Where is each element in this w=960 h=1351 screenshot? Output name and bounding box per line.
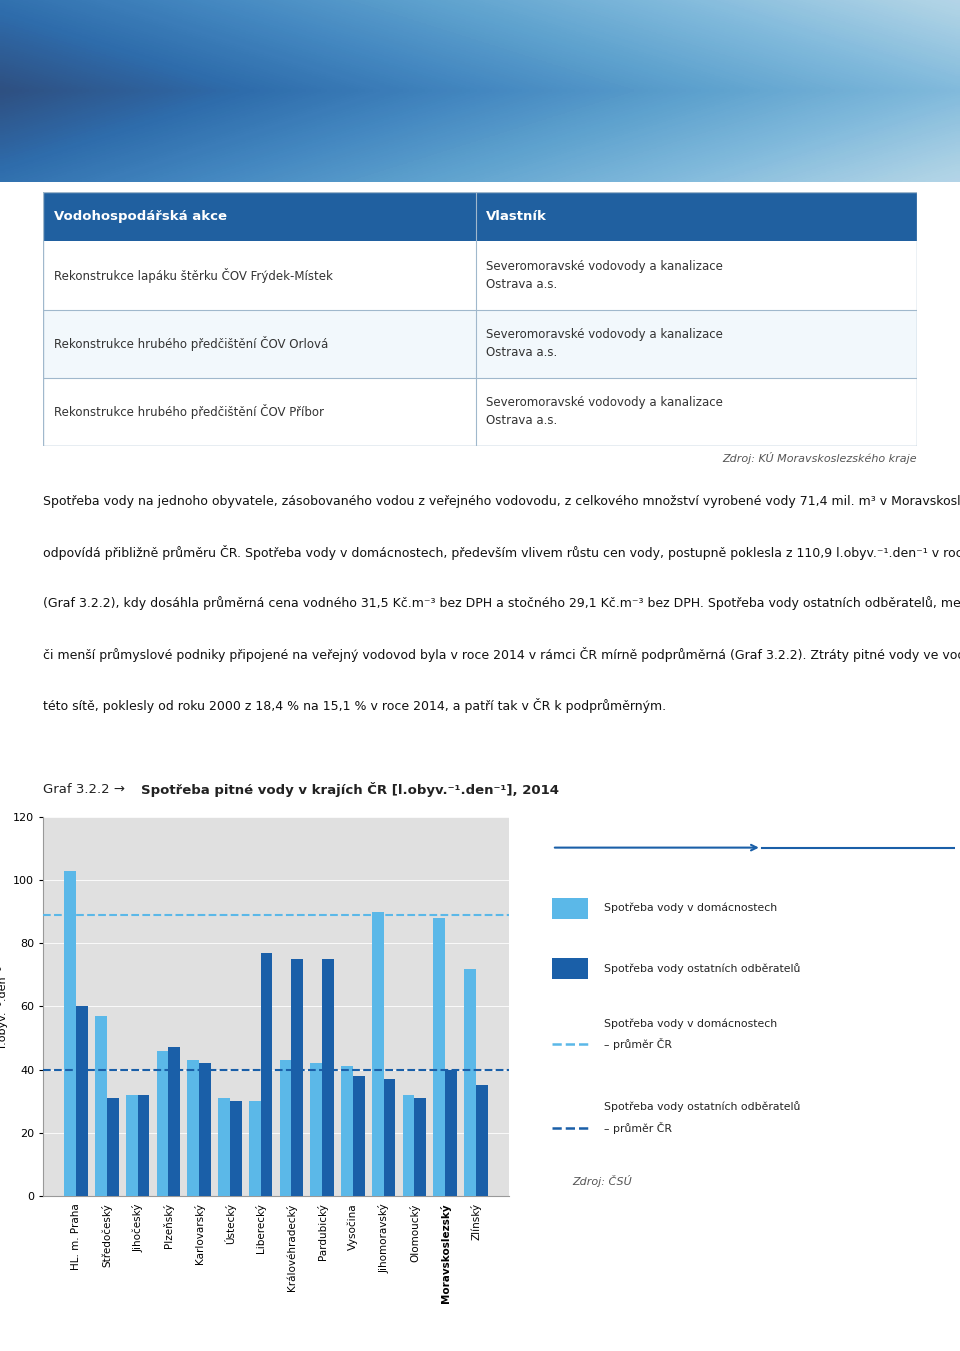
Text: – průměr ČR: – průměr ČR [605,1039,672,1050]
Bar [445,1070,457,1196]
Bar [353,1075,365,1196]
Text: Graf 3.2.2 →: Graf 3.2.2 → [43,782,130,796]
Bar [64,871,76,1196]
Text: Rekonstrukce lapáku štěrku ČOV Frýdek-Místek: Rekonstrukce lapáku štěrku ČOV Frýdek-Mí… [54,267,332,282]
Bar [465,969,476,1196]
Bar [415,1098,426,1196]
Bar [384,1079,396,1196]
Text: této sítě, poklesly od roku 2000 z 18,4 % na 15,1 % v roce 2014, a patří tak v Č: této sítě, poklesly od roku 2000 z 18,4 … [43,698,666,713]
Text: Severomoravské vodovody a kanalizace: Severomoravské vodovody a kanalizace [486,328,723,342]
Bar [434,919,445,1196]
Text: Spotřeba vody na jednoho obyvatele, zásobovaného vodou z veřejného vodovodu, z c: Spotřeba vody na jednoho obyvatele, záso… [43,494,960,508]
Bar [292,959,303,1196]
Text: Spotřeba pitné vody v krajích ČR [l.obyv.⁻¹.den⁻¹], 2014: Spotřeba pitné vody v krajích ČR [l.obyv… [141,782,559,797]
Bar [403,1094,415,1196]
Text: Spotřeba vody ostatních odběratelů: Spotřeba vody ostatních odběratelů [605,963,801,974]
Text: Ostrava a.s.: Ostrava a.s. [486,278,558,290]
Text: Spotřeba vody ostatních odběratelů: Spotřeba vody ostatních odběratelů [605,1101,801,1112]
Text: Zdroj: KÚ Moravskoslezského kraje: Zdroj: KÚ Moravskoslezského kraje [722,453,917,463]
Text: Zdroj: ČSÚ: Zdroj: ČSÚ [572,1174,632,1186]
Bar [199,1063,211,1196]
Bar [229,1101,242,1196]
Bar [43,378,917,446]
Text: Ostrava a.s.: Ostrava a.s. [486,346,558,359]
Bar [43,242,917,309]
Bar [43,309,917,378]
Text: Spotřeba vody v domácnostech: Spotřeba vody v domácnostech [605,1019,778,1028]
Bar [187,1061,199,1196]
Bar [552,897,588,919]
Bar [43,192,917,242]
Text: či menší průmyslové podniky připojené na veřejný vodovod byla v roce 2014 v rámc: či menší průmyslové podniky připojené na… [43,647,960,662]
Text: Rekonstrukce hrubého předčištění ČOV Orlová: Rekonstrukce hrubého předčištění ČOV Orl… [54,336,328,351]
Bar [372,912,384,1196]
Bar [476,1085,488,1196]
Bar [76,1006,87,1196]
Bar [168,1047,180,1196]
Bar [310,1063,323,1196]
Text: 10: 10 [469,1316,491,1332]
Bar [126,1094,137,1196]
Text: odpovídá přibližně průměru ČR. Spotřeba vody v domácnostech, především vlivem rů: odpovídá přibližně průměru ČR. Spotřeba … [43,544,960,559]
Text: (Graf 3.2.2), kdy dosáhla průměrná cena vodného 31,5 Kč.m⁻³ bez DPH a stočného 2: (Graf 3.2.2), kdy dosáhla průměrná cena … [43,596,960,611]
Bar [341,1066,353,1196]
Bar [107,1098,118,1196]
Text: Spotřeba vody v domácnostech: Spotřeba vody v domácnostech [605,902,778,913]
Bar [95,1016,107,1196]
Bar [552,958,588,979]
Text: – průměr ČR: – průměr ČR [605,1121,672,1133]
Bar [156,1051,168,1196]
Bar [260,952,273,1196]
Y-axis label: l.obyv.⁻¹.den⁻¹: l.obyv.⁻¹.den⁻¹ [0,966,8,1047]
Text: Severomoravské vodovody a kanalizace: Severomoravské vodovody a kanalizace [486,261,723,273]
Bar [137,1094,149,1196]
Bar [279,1061,292,1196]
Text: Vodohospodářská akce: Vodohospodářská akce [54,211,227,223]
Text: Ostrava a.s.: Ostrava a.s. [486,415,558,427]
Text: Severomoravské vodovody a kanalizace: Severomoravské vodovody a kanalizace [486,396,723,409]
Bar [218,1098,229,1196]
Text: Rekonstrukce hrubého předčištění ČOV Příbor: Rekonstrukce hrubého předčištění ČOV Pří… [54,404,324,419]
Bar [249,1101,260,1196]
Text: Vlastník: Vlastník [486,211,547,223]
Bar [323,959,334,1196]
